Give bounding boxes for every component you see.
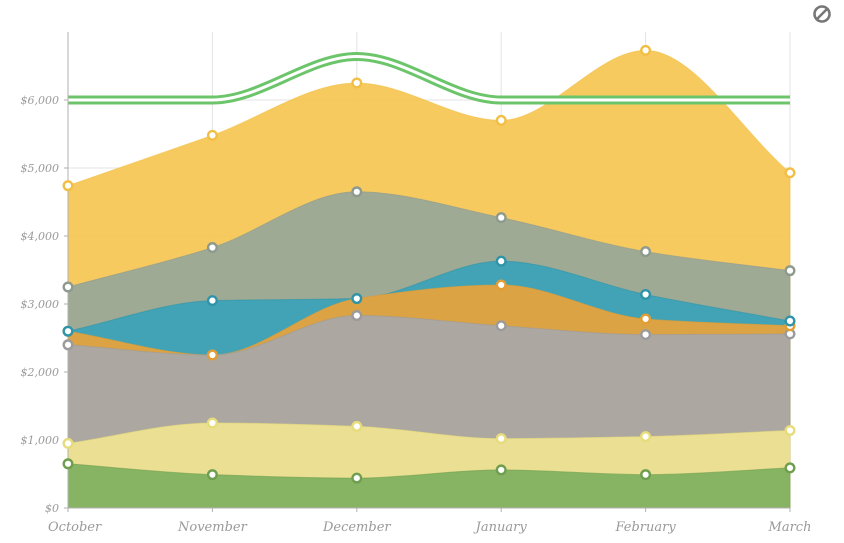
- data-point[interactable]: [62, 458, 74, 470]
- data-point[interactable]: [640, 431, 652, 443]
- data-point[interactable]: [495, 279, 507, 291]
- x-tick-label: October: [48, 520, 102, 535]
- data-point[interactable]: [206, 469, 218, 481]
- data-point[interactable]: [351, 77, 363, 89]
- data-points: [62, 44, 796, 484]
- data-point[interactable]: [495, 114, 507, 126]
- data-point[interactable]: [495, 320, 507, 332]
- data-point[interactable]: [640, 469, 652, 481]
- x-tick-label: December: [322, 520, 391, 535]
- data-point[interactable]: [62, 325, 74, 337]
- data-point[interactable]: [640, 246, 652, 258]
- ban-icon[interactable]: [811, 3, 833, 25]
- data-point[interactable]: [784, 265, 796, 277]
- data-point[interactable]: [351, 310, 363, 322]
- data-point[interactable]: [495, 464, 507, 476]
- x-tick-label: November: [177, 520, 248, 535]
- data-point[interactable]: [62, 339, 74, 351]
- x-tick-label: March: [768, 520, 812, 535]
- data-point[interactable]: [784, 424, 796, 436]
- target-line-inner: [68, 54, 790, 102]
- data-point[interactable]: [351, 420, 363, 432]
- data-point[interactable]: [62, 281, 74, 293]
- data-point[interactable]: [206, 242, 218, 254]
- y-tick-label: $3,000: [21, 298, 60, 311]
- data-point[interactable]: [784, 167, 796, 179]
- data-point[interactable]: [784, 462, 796, 474]
- axes: [64, 32, 791, 512]
- data-point[interactable]: [206, 349, 218, 361]
- y-tick-label: $5,000: [21, 162, 60, 175]
- data-point[interactable]: [495, 212, 507, 224]
- x-tick-label: February: [614, 520, 676, 535]
- data-point[interactable]: [640, 313, 652, 325]
- y-tick-label: $1,000: [21, 434, 60, 447]
- data-point[interactable]: [62, 180, 74, 192]
- data-point[interactable]: [495, 255, 507, 267]
- area-series-1: [67, 463, 791, 509]
- data-point[interactable]: [495, 433, 507, 445]
- data-point[interactable]: [640, 329, 652, 341]
- tick-labels: $0 $1,000 $2,000 $3,000 $4,000 $5,000 $6,000 Oc…: [21, 94, 812, 535]
- data-point[interactable]: [206, 129, 218, 141]
- data-point[interactable]: [351, 472, 363, 484]
- data-point[interactable]: [640, 44, 652, 56]
- y-tick-label: $4,000: [21, 230, 60, 243]
- data-point[interactable]: [206, 417, 218, 429]
- x-tick-label: January: [473, 520, 528, 535]
- y-tick-label: $2,000: [21, 366, 60, 379]
- y-tick-label: $0: [45, 502, 59, 515]
- target-line: [68, 51, 790, 105]
- area-layers: [67, 49, 791, 509]
- data-point[interactable]: [351, 186, 363, 198]
- data-point[interactable]: [351, 293, 363, 305]
- data-point[interactable]: [62, 437, 74, 449]
- ban-icon-glyph: [813, 5, 831, 23]
- y-tick-label: $6,000: [21, 94, 60, 107]
- data-point[interactable]: [640, 288, 652, 300]
- data-point[interactable]: [206, 295, 218, 307]
- data-point[interactable]: [784, 315, 796, 327]
